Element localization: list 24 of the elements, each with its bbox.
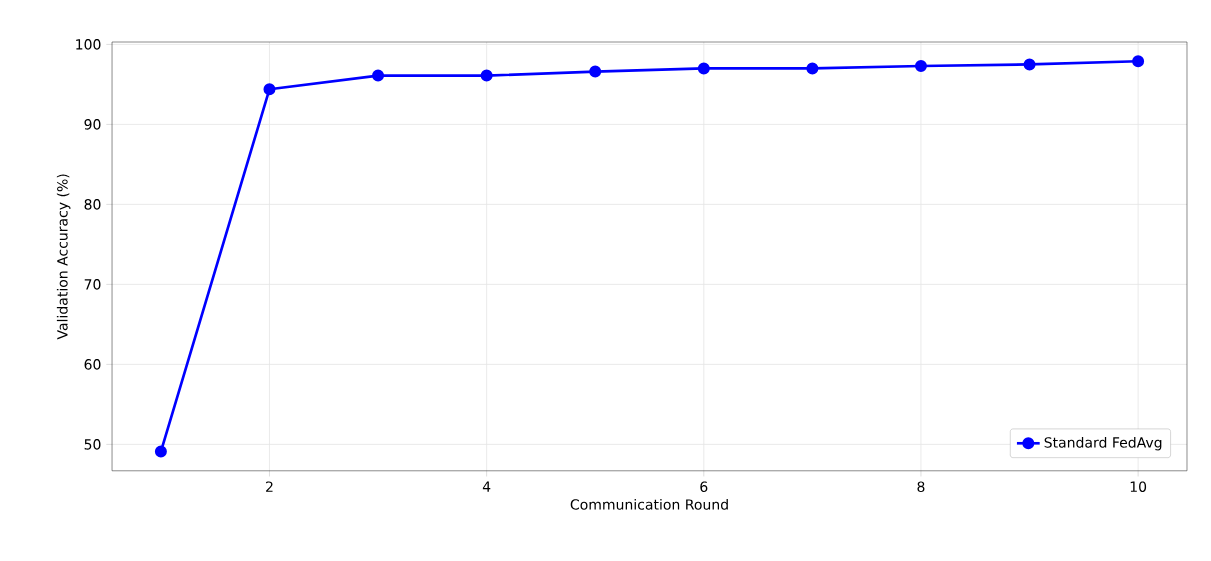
y-tick-label: 50 — [84, 438, 101, 450]
point — [480, 69, 493, 82]
x-tick-label: 10 — [1130, 481, 1147, 492]
point — [589, 65, 602, 78]
x-tick-label: 2 — [266, 481, 273, 492]
point — [697, 62, 710, 75]
point — [1132, 54, 1145, 67]
point — [914, 59, 927, 72]
y-tick-label: 100 — [76, 38, 101, 50]
point — [806, 62, 819, 75]
x-tick-label: 4 — [482, 481, 491, 492]
x-tick-label: 6 — [700, 481, 708, 492]
y-tick-label: 70 — [84, 278, 101, 290]
point — [154, 445, 167, 458]
y-axis-title: Validation Accuracy (%) — [56, 174, 71, 340]
y-tick-label: 80 — [84, 198, 101, 210]
y-tick-label: 90 — [84, 118, 101, 130]
y-tick-label: 60 — [84, 358, 101, 370]
x-tick-label: 8 — [917, 481, 925, 492]
point — [263, 82, 276, 95]
point — [372, 69, 385, 82]
x-axis-title: Communication Round — [570, 498, 728, 510]
point — [1023, 58, 1036, 71]
legend-label: Standard FedAvg — [1044, 436, 1162, 451]
